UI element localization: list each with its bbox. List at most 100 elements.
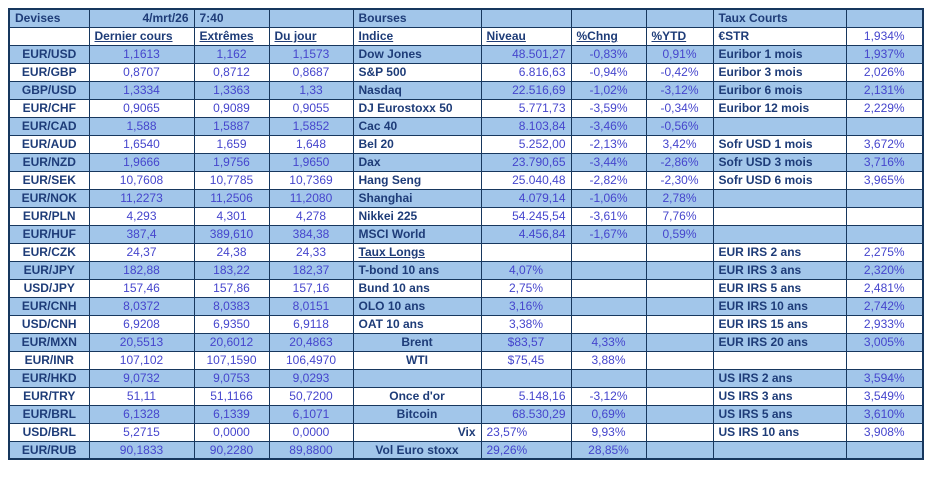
rate-label-cell[interactable]: Sofr USD 3 mois — [712, 152, 847, 172]
rate-label-cell[interactable]: EUR IRS 10 ans — [712, 296, 847, 316]
value-cell[interactable]: 20,4863 — [268, 332, 354, 352]
value-cell[interactable]: 8,0383 — [193, 296, 270, 316]
empty-cell[interactable] — [480, 8, 572, 28]
pair-cell[interactable]: EUR/NZD — [8, 152, 90, 172]
rate-label-cell[interactable]: Euribor 6 mois — [712, 80, 847, 100]
value-cell[interactable]: 90,2280 — [193, 440, 270, 460]
value-cell[interactable]: 3,908% — [845, 422, 924, 442]
value-cell[interactable]: 106,4970 — [268, 350, 354, 370]
commodity-cell[interactable]: WTI — [352, 350, 482, 370]
pair-cell[interactable]: EUR/CZK — [8, 242, 90, 262]
rate-label-cell[interactable]: €STR — [712, 26, 847, 46]
value-cell[interactable]: 50,7200 — [268, 386, 354, 406]
value-cell[interactable]: $75,45 — [480, 350, 572, 370]
empty-cell[interactable] — [645, 296, 714, 316]
column-header[interactable]: Du jour — [268, 26, 354, 46]
empty-cell[interactable] — [712, 440, 847, 460]
value-cell[interactable]: 7,76% — [645, 206, 714, 226]
value-cell[interactable]: 51,11 — [88, 386, 195, 406]
indice-cell[interactable]: Dax — [352, 152, 482, 172]
value-cell[interactable]: 51,1166 — [193, 386, 270, 406]
value-cell[interactable]: -3,46% — [570, 116, 647, 136]
value-cell[interactable]: 1,9756 — [193, 152, 270, 172]
value-cell[interactable]: 1,934% — [845, 26, 924, 46]
value-cell[interactable]: 6,9350 — [193, 314, 270, 334]
value-cell[interactable]: 0,59% — [645, 224, 714, 244]
pair-cell[interactable]: EUR/RUB — [8, 440, 90, 460]
empty-cell[interactable] — [845, 440, 924, 460]
value-cell[interactable]: 28,85% — [570, 440, 647, 460]
value-cell[interactable]: -2,86% — [645, 152, 714, 172]
value-cell[interactable]: 24,33 — [268, 242, 354, 262]
column-header[interactable]: Extrêmes — [193, 26, 270, 46]
value-cell[interactable]: 5.252,00 — [480, 134, 572, 154]
empty-cell[interactable] — [645, 332, 714, 352]
rate-label-cell[interactable]: EUR IRS 15 ans — [712, 314, 847, 334]
empty-cell[interactable] — [352, 368, 482, 388]
value-cell[interactable]: 2,131% — [845, 80, 924, 100]
value-cell[interactable]: -1,02% — [570, 80, 647, 100]
value-cell[interactable]: 8,0372 — [88, 296, 195, 316]
indice-cell[interactable]: Nasdaq — [352, 80, 482, 100]
value-cell[interactable]: 3,672% — [845, 134, 924, 154]
value-cell[interactable]: 2,275% — [845, 242, 924, 262]
value-cell[interactable]: 5.771,73 — [480, 98, 572, 118]
rate-label-cell[interactable]: EUR IRS 2 ans — [712, 242, 847, 262]
value-cell[interactable]: 9,93% — [570, 422, 647, 442]
empty-cell[interactable] — [570, 296, 647, 316]
value-cell[interactable]: 1,9666 — [88, 152, 195, 172]
column-header[interactable]: Indice — [352, 26, 482, 46]
value-cell[interactable]: 0,9089 — [193, 98, 270, 118]
pair-cell[interactable]: EUR/HKD — [8, 368, 90, 388]
value-cell[interactable]: 0,9055 — [268, 98, 354, 118]
value-cell[interactable]: 182,88 — [88, 260, 195, 280]
value-cell[interactable]: 3,88% — [570, 350, 647, 370]
empty-cell[interactable] — [845, 8, 924, 28]
empty-cell[interactable] — [268, 8, 354, 28]
empty-cell[interactable] — [845, 188, 924, 208]
pair-cell[interactable]: EUR/GBP — [8, 62, 90, 82]
value-cell[interactable]: 107,102 — [88, 350, 195, 370]
value-cell[interactable]: 1,937% — [845, 44, 924, 64]
value-cell[interactable]: 2,78% — [645, 188, 714, 208]
value-cell[interactable]: 22.516,69 — [480, 80, 572, 100]
empty-cell[interactable] — [845, 116, 924, 136]
asset-cell[interactable]: Vol Euro stoxx — [352, 440, 482, 460]
value-cell[interactable]: 10,7608 — [88, 170, 195, 190]
value-cell[interactable]: 2,481% — [845, 278, 924, 298]
value-cell[interactable]: 6,1328 — [88, 404, 195, 424]
value-cell[interactable]: 107,1590 — [193, 350, 270, 370]
pair-cell[interactable]: EUR/BRL — [8, 404, 90, 424]
value-cell[interactable]: 2,229% — [845, 98, 924, 118]
empty-cell[interactable] — [570, 260, 647, 280]
pair-cell[interactable]: EUR/PLN — [8, 206, 90, 226]
value-cell[interactable]: 1,9650 — [268, 152, 354, 172]
value-cell[interactable]: 157,46 — [88, 278, 195, 298]
value-cell[interactable]: -3,12% — [645, 80, 714, 100]
value-cell[interactable]: 20,6012 — [193, 332, 270, 352]
column-header[interactable]: %Chng — [570, 26, 647, 46]
value-cell[interactable]: 6,1071 — [268, 404, 354, 424]
rate-label-cell[interactable]: EUR IRS 3 ans — [712, 260, 847, 280]
rate-label-cell[interactable]: OLO 10 ans — [352, 296, 482, 316]
empty-cell[interactable] — [645, 242, 714, 262]
value-cell[interactable]: -0,56% — [645, 116, 714, 136]
value-cell[interactable]: 4.456,84 — [480, 224, 572, 244]
value-cell[interactable]: 1,33 — [268, 80, 354, 100]
pair-cell[interactable]: EUR/HUF — [8, 224, 90, 244]
pair-cell[interactable]: EUR/JPY — [8, 260, 90, 280]
value-cell[interactable]: 6,9118 — [268, 314, 354, 334]
value-cell[interactable]: 0,8707 — [88, 62, 195, 82]
value-cell[interactable]: 10,7369 — [268, 170, 354, 190]
value-cell[interactable]: 157,86 — [193, 278, 270, 298]
indice-cell[interactable]: Nikkei 225 — [352, 206, 482, 226]
value-cell[interactable]: 48.501,27 — [480, 44, 572, 64]
rate-label-cell[interactable]: EUR IRS 5 ans — [712, 278, 847, 298]
empty-cell[interactable] — [645, 314, 714, 334]
empty-cell[interactable] — [570, 314, 647, 334]
empty-cell[interactable] — [480, 368, 572, 388]
rate-label-cell[interactable]: Bund 10 ans — [352, 278, 482, 298]
value-cell[interactable]: 0,8712 — [193, 62, 270, 82]
value-cell[interactable]: 2,320% — [845, 260, 924, 280]
value-cell[interactable]: 2,75% — [480, 278, 572, 298]
